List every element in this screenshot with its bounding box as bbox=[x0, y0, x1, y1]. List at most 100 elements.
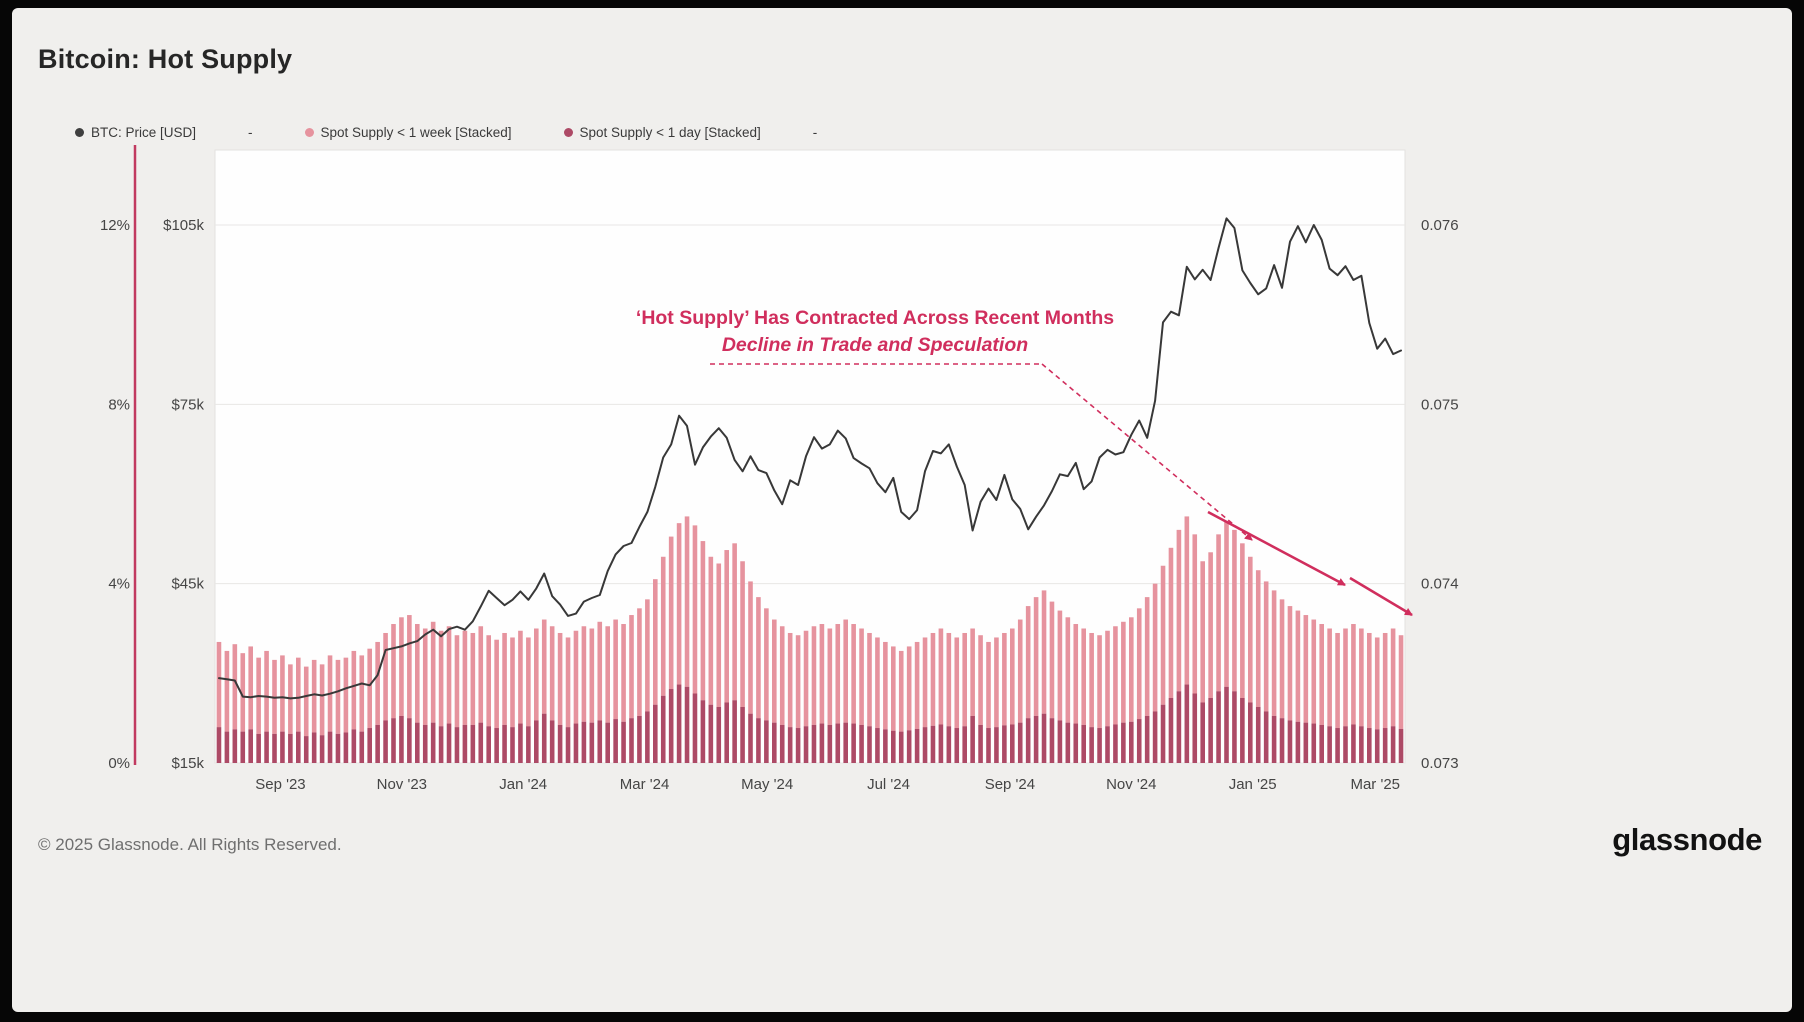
spot-supply-week-bar bbox=[1271, 590, 1277, 716]
spot-supply-day-bar bbox=[756, 718, 761, 763]
spot-supply-day-bar bbox=[772, 722, 777, 763]
svg-text:8%: 8% bbox=[108, 396, 130, 413]
svg-text:Jul '24: Jul '24 bbox=[867, 776, 910, 793]
spot-supply-week-bar bbox=[954, 637, 960, 729]
spot-supply-week-bar bbox=[859, 628, 864, 725]
spot-supply-day-bar bbox=[914, 728, 920, 763]
spot-supply-week-bar bbox=[303, 666, 309, 737]
spot-supply-day-bar bbox=[938, 724, 944, 763]
spot-supply-day-bar bbox=[1335, 728, 1340, 763]
spot-supply-day-bar bbox=[581, 721, 587, 763]
spot-supply-day-bar bbox=[930, 725, 936, 763]
copyright-text: © 2025 Glassnode. All Rights Reserved. bbox=[38, 835, 342, 854]
spot-supply-day-bar bbox=[898, 731, 904, 763]
spot-supply-day-bar bbox=[653, 704, 658, 763]
spot-supply-day-bar bbox=[478, 722, 484, 763]
svg-text:$105k: $105k bbox=[163, 217, 204, 234]
spot-supply-week-bar bbox=[645, 599, 650, 712]
chart-card: Bitcoin: Hot Supply BTC: Price [USD] - Spo… bbox=[12, 8, 1792, 1012]
spot-supply-day-bar bbox=[970, 715, 975, 763]
spot-supply-week-bar bbox=[510, 637, 515, 728]
legend-item[interactable]: - bbox=[813, 125, 818, 140]
spot-supply-day-bar bbox=[1295, 721, 1301, 763]
spot-supply-week-bar bbox=[1287, 606, 1293, 721]
spot-supply-week-bar bbox=[1089, 632, 1094, 728]
spot-supply-week-bar bbox=[732, 543, 737, 701]
spot-supply-week-bar bbox=[1168, 547, 1174, 698]
spot-supply-week-bar bbox=[819, 624, 825, 724]
spot-supply-day-bar bbox=[875, 728, 880, 763]
spot-supply-week-bar bbox=[1033, 597, 1039, 716]
spot-supply-day-bar bbox=[676, 684, 682, 763]
spot-supply-week-bar bbox=[383, 632, 388, 721]
spot-supply-day-bar bbox=[1255, 706, 1261, 763]
spot-supply-day-bar bbox=[1398, 728, 1404, 763]
spot-supply-day-bar bbox=[367, 728, 372, 763]
svg-text:0.075: 0.075 bbox=[1421, 396, 1459, 413]
spot-supply-week-bar bbox=[216, 641, 222, 728]
btc-price-line bbox=[218, 217, 1402, 700]
spot-supply-day-bar bbox=[272, 733, 277, 763]
spot-supply-day-bar bbox=[470, 724, 476, 763]
spot-supply-week-bar bbox=[1184, 516, 1190, 685]
spot-supply-day-bar bbox=[835, 723, 841, 763]
spot-supply-day-bar bbox=[319, 735, 325, 763]
spot-supply-week-bar bbox=[970, 628, 975, 716]
spot-supply-week-bar bbox=[1073, 624, 1079, 724]
spot-supply-week-bar bbox=[581, 626, 587, 722]
spot-supply-week-bar bbox=[1105, 630, 1110, 727]
spot-supply-day-bar bbox=[232, 729, 238, 763]
spot-supply-week-bar bbox=[1279, 599, 1285, 719]
spot-supply-week-bar bbox=[1136, 608, 1142, 720]
spot-supply-week-bar bbox=[422, 628, 428, 725]
legend-label: Spot Supply < 1 day [Stacked] bbox=[579, 125, 761, 140]
spot-supply-week-bar bbox=[922, 637, 928, 728]
spot-supply-week-bar bbox=[502, 632, 507, 725]
spot-supply-week-bar bbox=[573, 630, 579, 724]
spot-supply-week-bar bbox=[557, 632, 563, 725]
svg-text:Mar '24: Mar '24 bbox=[620, 776, 670, 793]
spot-supply-week-bar bbox=[1041, 590, 1047, 714]
legend-item[interactable]: - bbox=[248, 125, 253, 140]
svg-text:0.073: 0.073 bbox=[1421, 755, 1459, 772]
spot-supply-day-bar bbox=[1025, 718, 1031, 763]
spot-supply-day-bar bbox=[1343, 726, 1348, 763]
spot-supply-day-bar bbox=[1160, 704, 1166, 763]
annotation-line2: Decline in Trade and Speculation bbox=[721, 334, 1029, 356]
spot-supply-week-bar bbox=[1343, 628, 1348, 727]
spot-supply-day-bar bbox=[1144, 715, 1150, 763]
spot-supply-day-bar bbox=[1382, 728, 1388, 763]
spot-supply-day-bar bbox=[1152, 711, 1158, 763]
spot-supply-week-bar bbox=[1152, 583, 1158, 712]
spot-supply-day-bar bbox=[216, 727, 222, 763]
spot-supply-day-bar bbox=[883, 729, 888, 763]
spot-supply-week-bar bbox=[430, 621, 436, 723]
legend-label: Spot Supply < 1 week [Stacked] bbox=[320, 125, 512, 140]
annotation-arrows bbox=[710, 363, 1413, 617]
chart-canvas[interactable]: 0%4%8%12%$15k$45k$75k$105k0.0730.0740.07… bbox=[12, 8, 1792, 1012]
legend-item[interactable]: BTC: Price [USD] bbox=[75, 125, 196, 140]
spot-supply-week-bar bbox=[1200, 561, 1205, 703]
plot-area bbox=[214, 149, 1406, 764]
spot-supply-day-bar bbox=[708, 704, 714, 763]
svg-text:0.076: 0.076 bbox=[1421, 217, 1459, 234]
legend-item[interactable]: Spot Supply < 1 week [Stacked] bbox=[304, 125, 512, 140]
spot-supply-week-bar bbox=[454, 635, 460, 728]
spot-supply-week-bar bbox=[946, 632, 952, 727]
spot-supply-day-bar bbox=[1271, 715, 1277, 763]
spot-supply-day-bar bbox=[557, 724, 563, 763]
spot-supply-day-bar bbox=[803, 726, 809, 763]
spot-supply-week-bar bbox=[668, 536, 674, 690]
spot-supply-day-bar bbox=[399, 715, 404, 763]
spot-supply-week-bar bbox=[1017, 619, 1023, 723]
spot-supply-day-bar bbox=[1065, 722, 1071, 763]
spot-supply-week-bar bbox=[629, 615, 634, 719]
spot-supply-day-bar bbox=[645, 711, 650, 763]
spot-supply-day-bar bbox=[827, 724, 833, 763]
svg-text:4%: 4% bbox=[108, 576, 130, 593]
spot-supply-day-bar bbox=[787, 727, 793, 763]
legend-item[interactable]: Spot Supply < 1 day [Stacked] bbox=[563, 125, 761, 140]
spot-supply-week-bar bbox=[1335, 632, 1340, 729]
glassnode-logo[interactable]: glassnode bbox=[1612, 822, 1762, 857]
spot-supply-day-bar bbox=[589, 722, 595, 763]
